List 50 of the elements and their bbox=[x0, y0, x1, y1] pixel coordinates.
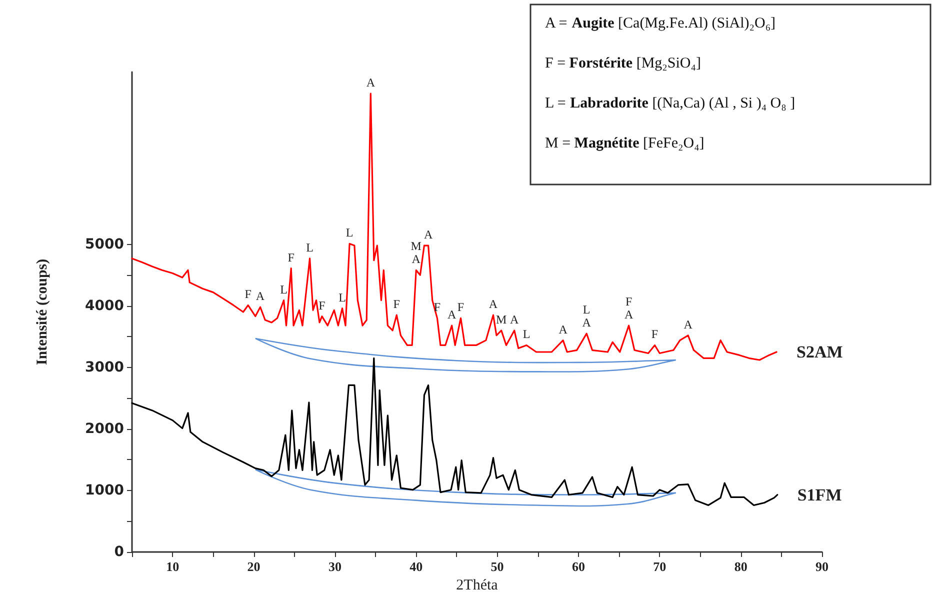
annotation: A bbox=[424, 228, 433, 242]
annotation: L bbox=[522, 327, 530, 342]
y-tick-label: 5000 bbox=[85, 236, 124, 252]
text: A = Augite [Ca(Mg.Fe.Al) (SiAl)₂O₆] bbox=[545, 16, 776, 32]
annotation: F bbox=[625, 294, 632, 309]
y-tick-label: 1000 bbox=[85, 482, 124, 498]
annotation: M = Magnétite [FeFe₂O₄] bbox=[545, 136, 704, 152]
x-axis-title: 2Théta bbox=[456, 577, 498, 594]
annotation: F bbox=[393, 297, 400, 312]
annotation: M bbox=[496, 312, 508, 326]
annotation: F bbox=[288, 250, 295, 264]
series-label: S2AM bbox=[796, 342, 843, 362]
x-tick-label: 30 bbox=[328, 559, 342, 574]
x-tick-label: 60 bbox=[572, 559, 585, 574]
y-tick-label: 0 bbox=[114, 544, 124, 560]
annotation: A bbox=[510, 312, 520, 326]
annotation: F bbox=[318, 298, 326, 312]
annotation: A bbox=[256, 289, 265, 304]
x-tick-label: 20 bbox=[247, 559, 260, 574]
annotation: A bbox=[488, 297, 498, 312]
x-tick-label: 10 bbox=[166, 559, 180, 574]
annotation: L = Labradorite [(Na,Ca) (Al , Si )₄ O₈ ] bbox=[545, 96, 796, 112]
line-series bbox=[131, 357, 778, 506]
y-tick-label: 2000 bbox=[85, 420, 124, 437]
x-tick-label: 70 bbox=[653, 559, 666, 574]
x-tick-label: 80 bbox=[734, 559, 748, 574]
x-tick-label: 50 bbox=[490, 559, 504, 574]
text: F = Forstérite [Mg₂SiO₄] bbox=[545, 56, 701, 72]
annotation: A bbox=[624, 308, 634, 322]
y-tick-label: 4000 bbox=[85, 298, 124, 314]
y-tick-label: 3000 bbox=[85, 359, 124, 376]
annotation: F bbox=[457, 300, 464, 314]
annotation: M bbox=[410, 239, 422, 254]
annotation: L bbox=[582, 302, 590, 317]
annotation: L bbox=[306, 240, 314, 254]
annotation: L bbox=[338, 290, 346, 304]
annotation: L bbox=[346, 226, 354, 240]
annotation: A bbox=[448, 308, 456, 322]
annotation: A bbox=[582, 316, 592, 330]
x-tick-label: 40 bbox=[410, 559, 423, 574]
annotation: A bbox=[412, 252, 421, 266]
x-tick-label: 90 bbox=[816, 559, 828, 574]
annotation: A bbox=[366, 76, 376, 90]
annotation: A bbox=[684, 317, 693, 332]
annotation: F bbox=[244, 287, 252, 302]
annotation: A bbox=[558, 322, 568, 336]
annotation: F bbox=[651, 327, 658, 342]
annotation: L bbox=[280, 282, 288, 296]
y-axis-title: Intensité (coups) bbox=[34, 258, 50, 366]
series-label: S1FM bbox=[797, 485, 842, 504]
